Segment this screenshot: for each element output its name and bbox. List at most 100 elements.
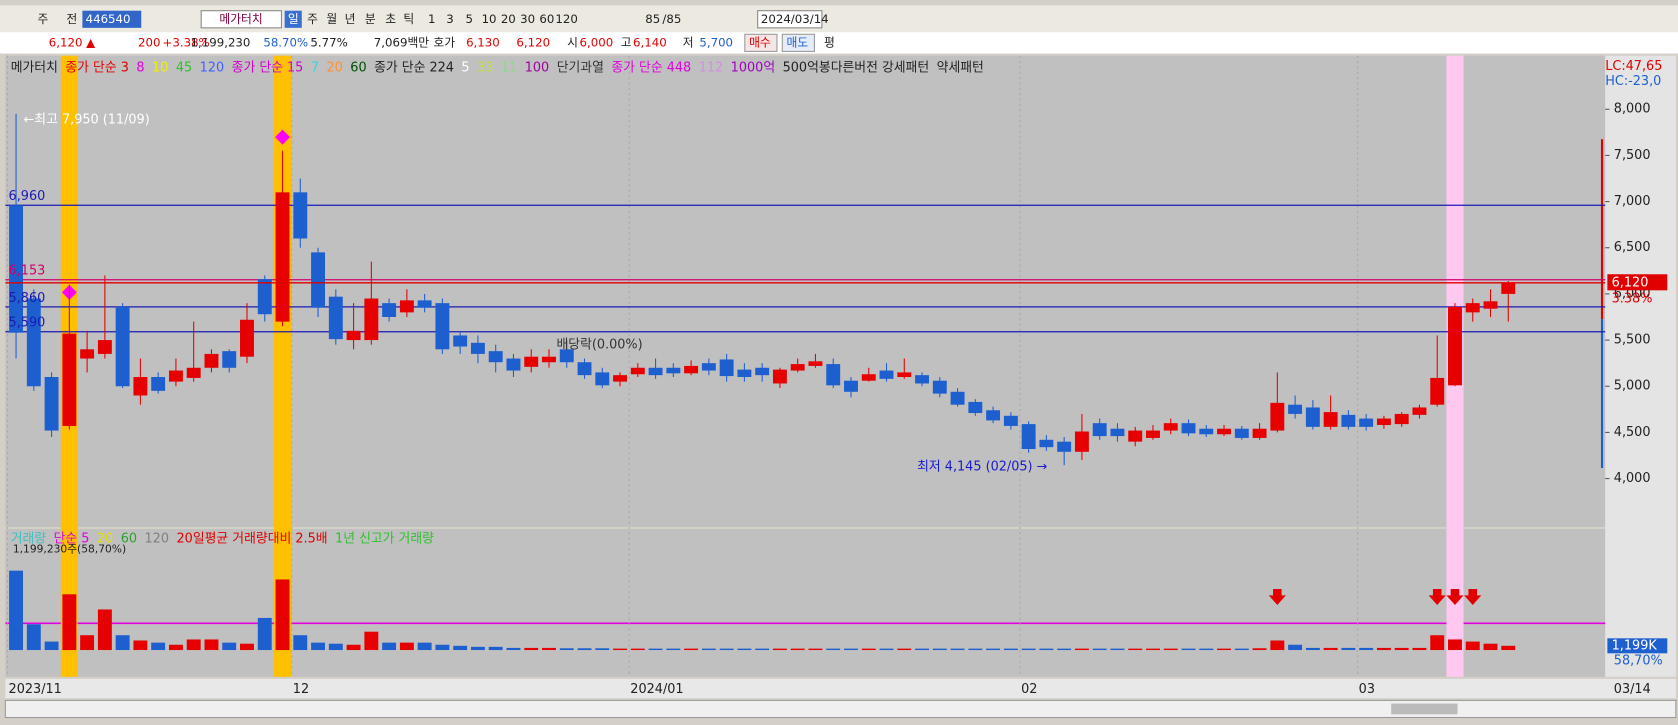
candle-body bbox=[1448, 306, 1462, 386]
legend-item[interactable]: 단기과열 bbox=[557, 60, 604, 75]
volume-bar bbox=[364, 631, 379, 651]
volume-bar bbox=[630, 648, 645, 651]
candle-body bbox=[524, 356, 539, 367]
toolbar-item[interactable]: 1 bbox=[428, 12, 435, 26]
volume-bar bbox=[257, 617, 272, 651]
toolbar-item[interactable]: 주 bbox=[37, 12, 48, 26]
legend-item[interactable]: 약세패턴 bbox=[937, 60, 984, 75]
quote-item: 58.70% bbox=[263, 35, 308, 49]
date-field[interactable] bbox=[757, 10, 823, 29]
y-tick-label: 8,000 bbox=[1614, 102, 1651, 117]
toolbar-item[interactable]: 20 bbox=[501, 12, 516, 26]
toolbar-item[interactable]: 월 bbox=[326, 12, 337, 26]
legend-item[interactable]: 7 bbox=[311, 60, 319, 75]
toolbar-item[interactable]: 틱 bbox=[403, 12, 414, 26]
legend-item[interactable]: 33 bbox=[477, 60, 493, 75]
legend-item[interactable]: 11 bbox=[501, 60, 517, 75]
legend-item[interactable]: 단순 5 bbox=[54, 531, 90, 546]
toolbar-item[interactable]: 60 bbox=[539, 12, 554, 26]
candle-body bbox=[1430, 377, 1445, 405]
volume-bar bbox=[26, 624, 41, 651]
name-field[interactable] bbox=[200, 10, 282, 29]
toolbar-row2 bbox=[0, 32, 1678, 54]
toolbar-item[interactable]: 년 bbox=[345, 12, 356, 26]
buy-button[interactable] bbox=[744, 33, 778, 52]
legend-item[interactable]: 100 bbox=[525, 60, 549, 75]
candle-body bbox=[399, 300, 414, 313]
toolbar-item[interactable]: 120 bbox=[555, 12, 577, 26]
toolbar-item[interactable]: 85 bbox=[645, 12, 660, 26]
candle-body bbox=[168, 370, 183, 382]
legend-item[interactable]: 120 bbox=[145, 531, 169, 546]
legend-item[interactable]: 20일평균 거래량대비 2.5배 bbox=[177, 531, 328, 546]
candle-body bbox=[1323, 412, 1338, 427]
legend-item[interactable]: 1년 신고가 거래량 bbox=[335, 531, 434, 546]
legend-item[interactable]: 5 bbox=[461, 60, 469, 75]
low-annotation: 최저 4,145 (02/05) → bbox=[917, 459, 1047, 474]
quote-item[interactable]: 평 bbox=[824, 35, 835, 49]
toolbar-item[interactable]: 3 bbox=[446, 12, 453, 26]
legend-item[interactable]: 112 bbox=[699, 60, 723, 75]
candle-body bbox=[470, 342, 485, 354]
right-axis bbox=[1605, 55, 1676, 677]
volume-bar bbox=[399, 642, 414, 651]
candle-body bbox=[1376, 418, 1391, 426]
scrollbar[interactable] bbox=[4, 699, 1677, 719]
signal-diamond bbox=[275, 129, 291, 145]
volume-panel bbox=[5, 529, 1606, 677]
volume-bar bbox=[435, 644, 450, 651]
legend-item[interactable]: 20 bbox=[97, 531, 113, 546]
signal-arrow bbox=[1446, 588, 1464, 606]
toolbar-item[interactable]: 30 bbox=[520, 12, 535, 26]
toolbar-item[interactable]: 5 bbox=[466, 12, 473, 26]
toolbar-item[interactable]: 메가터치 bbox=[219, 12, 262, 26]
toolbar-item[interactable]: /85 bbox=[662, 12, 681, 26]
legend-item[interactable]: 종가 단순 3 bbox=[65, 60, 129, 75]
toolbar-item[interactable]: 분 bbox=[365, 12, 376, 26]
quote-item[interactable]: 매수 bbox=[749, 35, 771, 49]
quote-item: 저 bbox=[683, 35, 694, 49]
toolbar-item[interactable]: 초 bbox=[385, 12, 396, 26]
volume-bar bbox=[666, 648, 681, 651]
legend-item[interactable]: 10 bbox=[152, 60, 168, 75]
ratio-label: 58,70% bbox=[1614, 653, 1663, 668]
quote-item: 5,700 bbox=[699, 35, 733, 49]
price-tag bbox=[1607, 274, 1668, 291]
toolbar-item[interactable]: 2024/03/14 bbox=[761, 12, 829, 26]
quote-item[interactable]: 매도 bbox=[787, 35, 809, 49]
scroll-thumb[interactable] bbox=[1391, 703, 1458, 715]
legend-item[interactable]: 60 bbox=[350, 60, 366, 75]
legend-item[interactable]: 1000억 bbox=[731, 60, 775, 75]
volume-bar bbox=[115, 635, 130, 651]
volume-bar bbox=[1305, 647, 1320, 651]
legend-item[interactable]: 45 bbox=[176, 60, 192, 75]
candle-body bbox=[275, 192, 290, 322]
legend-item[interactable]: 20 bbox=[326, 60, 342, 75]
sell-button[interactable] bbox=[781, 33, 815, 52]
legend-item[interactable]: 종가 단순 15 bbox=[232, 60, 304, 75]
period-selected[interactable] bbox=[284, 10, 302, 28]
code-field[interactable] bbox=[82, 10, 142, 28]
price-panel bbox=[5, 55, 1606, 527]
toolbar-item[interactable]: 일 bbox=[288, 12, 299, 26]
toolbar-item[interactable]: 전 bbox=[66, 12, 77, 26]
candle-body bbox=[382, 303, 397, 317]
toolbar-item[interactable]: 주 bbox=[307, 12, 318, 26]
candle-body bbox=[1092, 423, 1107, 437]
legend-item[interactable]: 60 bbox=[121, 531, 137, 546]
quote-item: 7,069백만 bbox=[374, 35, 429, 49]
legend-item[interactable]: 거래량 bbox=[11, 531, 47, 546]
candle-body bbox=[1288, 404, 1303, 414]
legend-item[interactable]: 종가 단순 448 bbox=[611, 60, 691, 75]
legend-item[interactable]: 종가 단순 224 bbox=[374, 60, 454, 75]
candle-body bbox=[1199, 428, 1214, 435]
volume-bar bbox=[1448, 639, 1462, 651]
legend-item[interactable]: 500억봉다른버전 강세패턴 bbox=[783, 60, 930, 75]
legend-item[interactable]: 8 bbox=[136, 60, 144, 75]
volume-bar bbox=[808, 648, 823, 651]
toolbar-item[interactable]: 446540 bbox=[86, 12, 131, 26]
legend-item[interactable]: 메가터치 bbox=[11, 60, 58, 75]
toolbar-item[interactable]: 10 bbox=[482, 12, 497, 26]
legend-item[interactable]: 120 bbox=[200, 60, 224, 75]
